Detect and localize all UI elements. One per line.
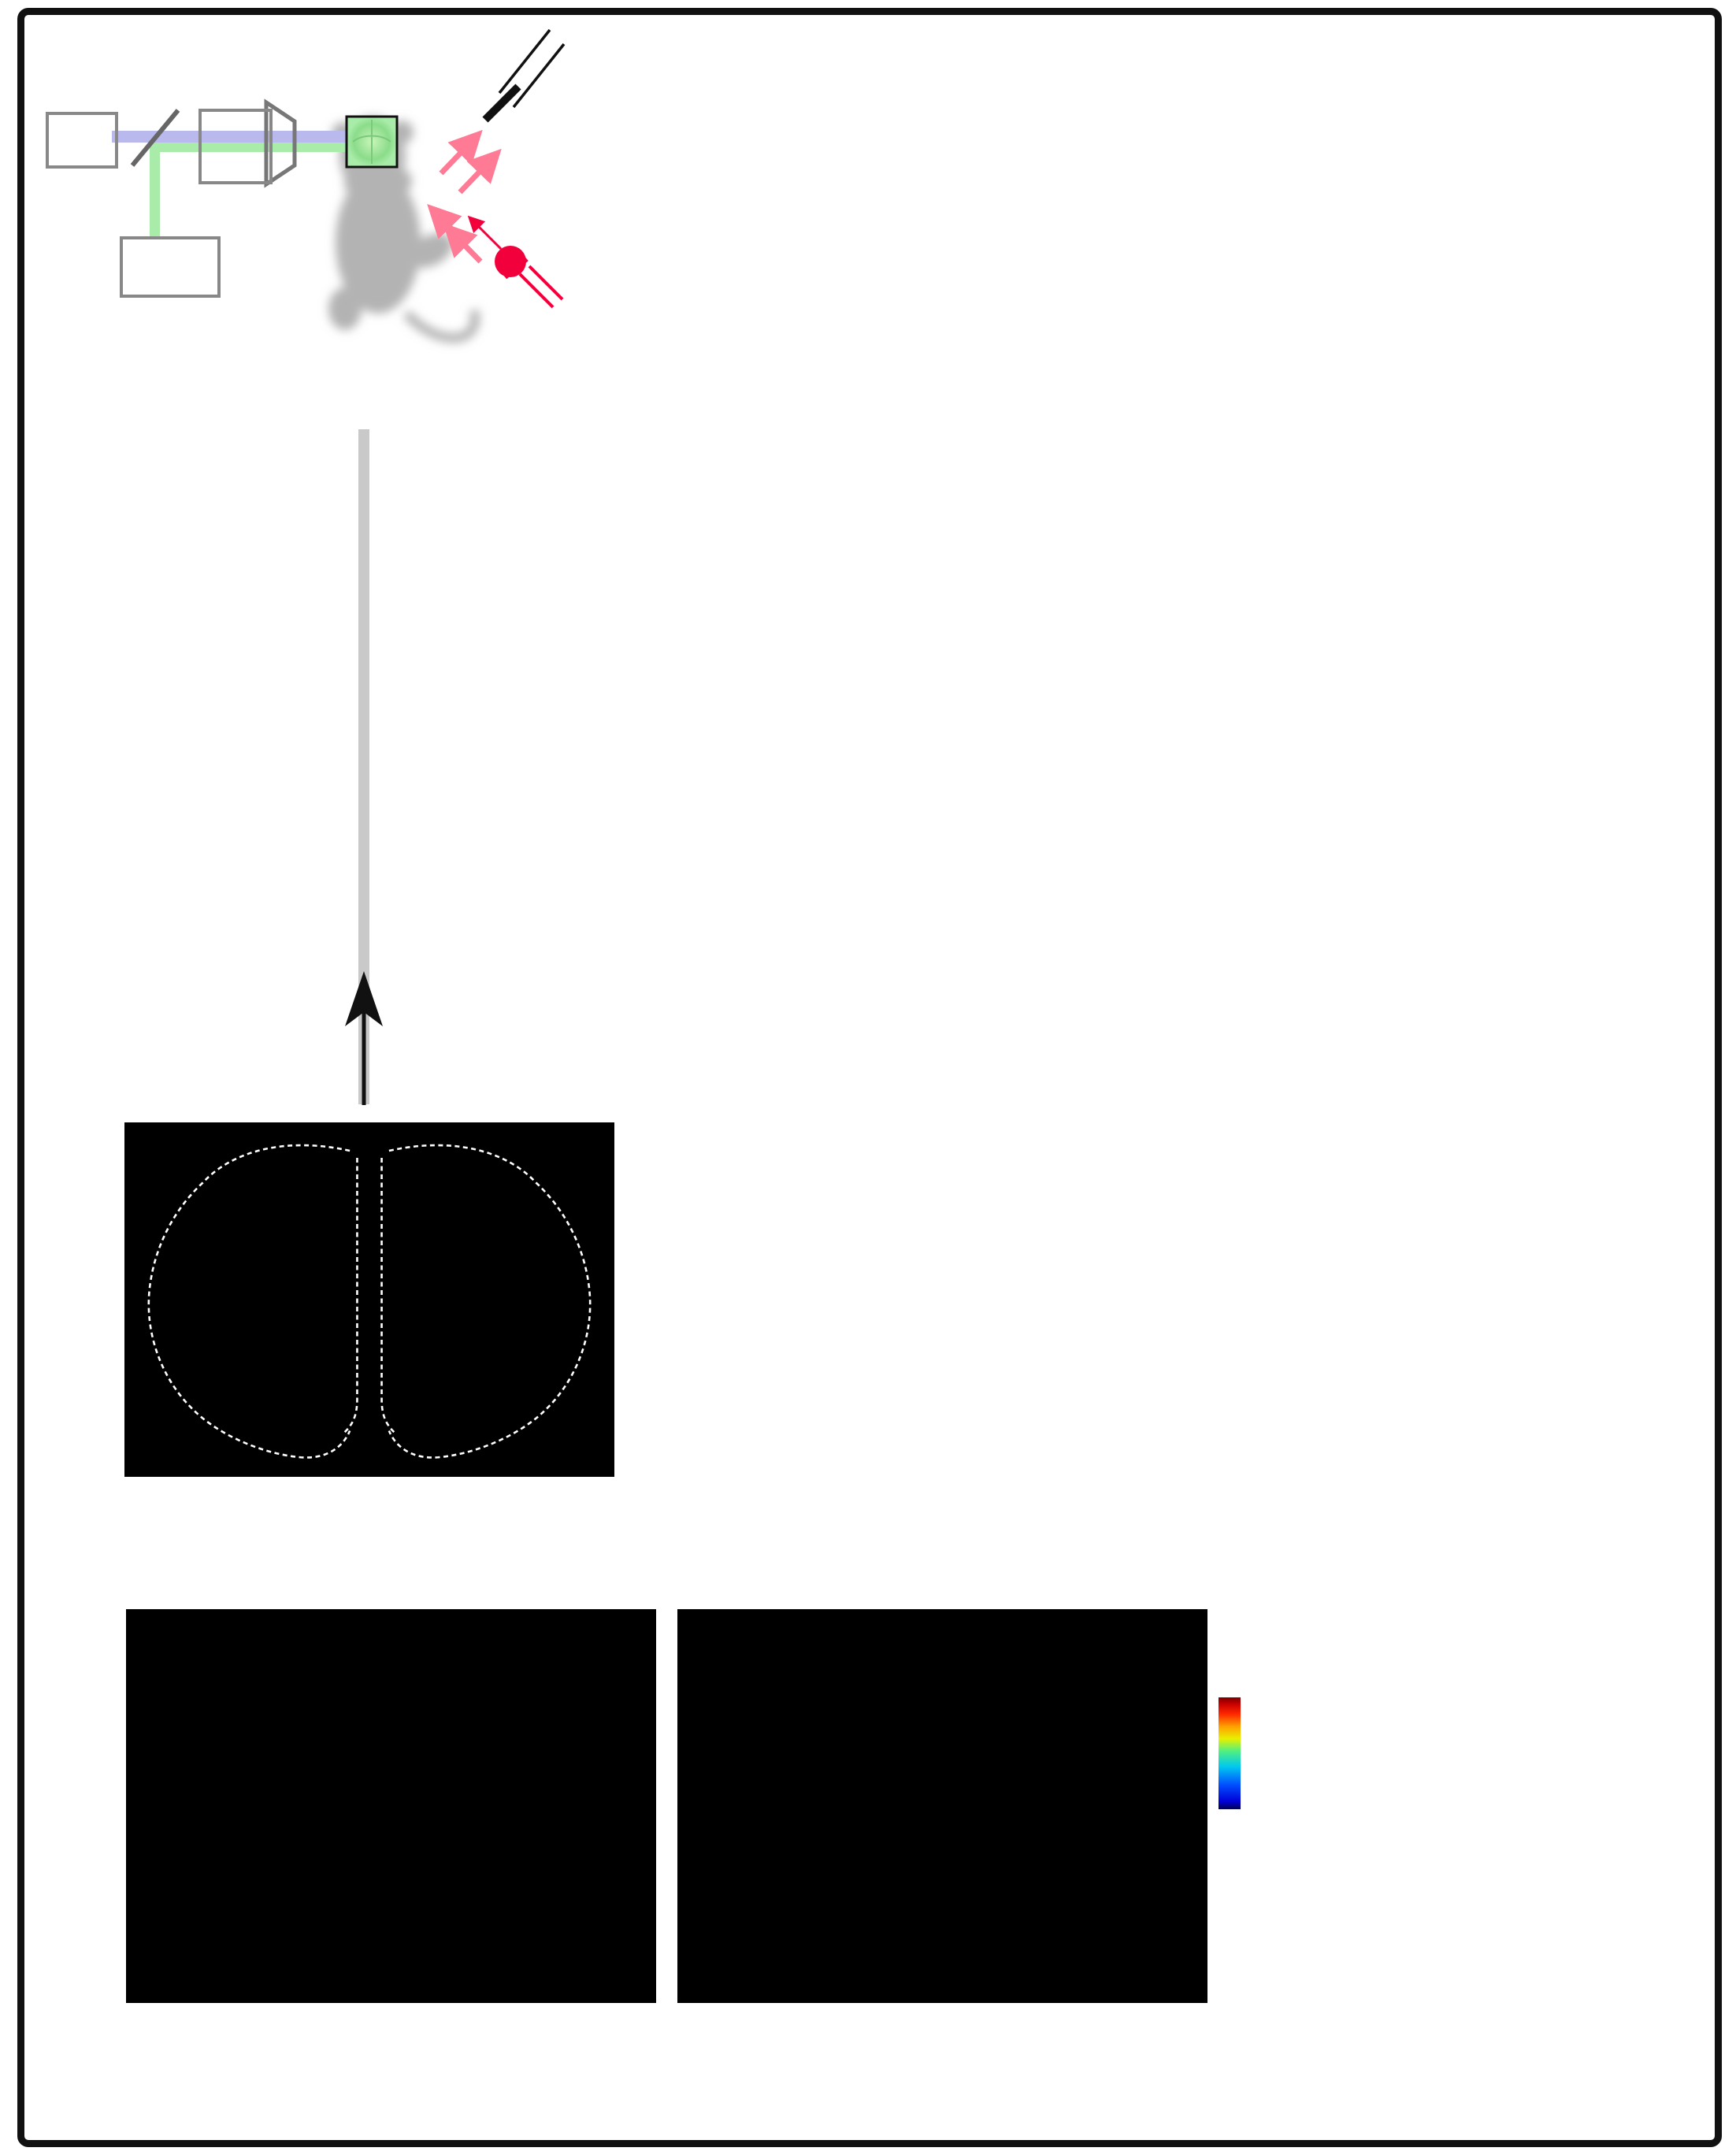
mercury-lamp-box [46,112,118,169]
heatmap-active [677,1609,1207,2003]
objective-cone [264,98,297,188]
setup-schematic [112,28,566,343]
brain-midline [352,120,391,164]
threshold-frame-svg [124,1122,614,1477]
heatmap-quiet [126,1609,656,2003]
threshold-frame-image [124,1122,614,1477]
colorbar [1219,1697,1241,1809]
pd-arrow-2 [512,43,566,109]
led-light-arrow-2 [443,222,483,264]
fluorescence-arrow-2 [458,148,502,195]
ccd-box [120,236,221,298]
dichroic-mirror [130,109,180,167]
emission-beam-horizontal [150,143,364,152]
excitation-beam [112,131,364,143]
emission-beam-vertical [150,143,160,239]
figure-border [17,8,1722,2147]
pd-arrow-1 [498,28,551,95]
lens-box [198,109,273,184]
event-arrow [345,971,383,1105]
event-highlight-band [358,429,369,1104]
led-icon [467,215,564,309]
photodiode-icon [482,83,521,123]
fluorescence-arrow-1 [439,129,483,176]
